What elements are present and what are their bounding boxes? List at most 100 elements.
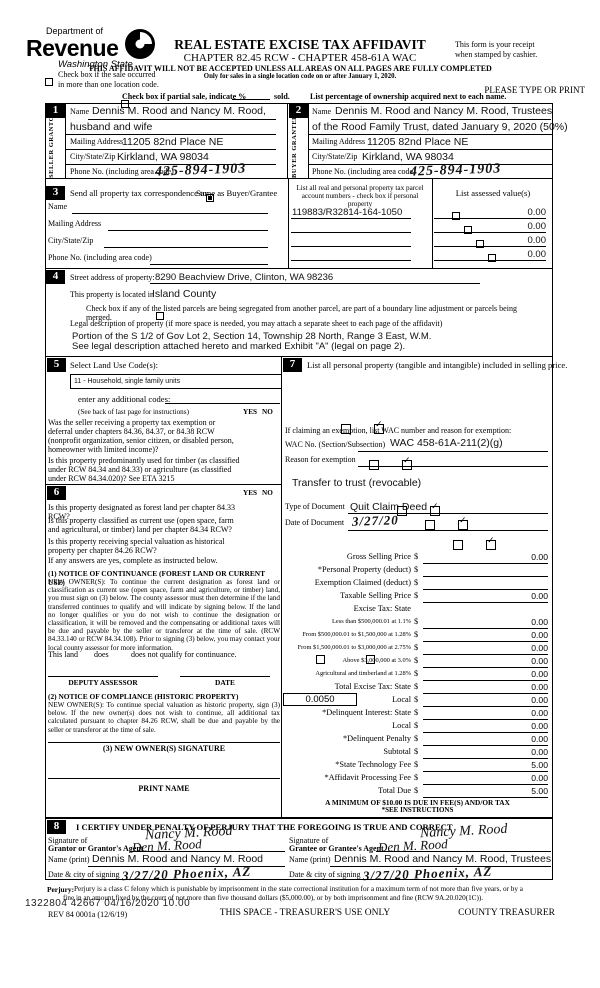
tax-row-value[interactable]: 0.00 bbox=[531, 630, 548, 640]
tax-row-label: From $1,500,000.01 to $3,000,000 at 2.75… bbox=[297, 644, 411, 651]
land-use-code-select[interactable]: 11 - Household, single family units bbox=[70, 374, 282, 389]
current-use-yes-checkbox[interactable] bbox=[425, 520, 435, 531]
parcel-personal-checkbox-0[interactable] bbox=[452, 212, 460, 221]
seller-exemption-yes-checkbox[interactable] bbox=[341, 424, 351, 435]
tax-row-value[interactable]: 0.00 bbox=[531, 669, 548, 679]
correspondence-phone-input[interactable] bbox=[150, 264, 268, 265]
parcel-assessed-2[interactable]: 0.00 bbox=[527, 235, 547, 246]
parcel-account-input-1[interactable] bbox=[291, 232, 411, 233]
parcel-personal-checkbox-1[interactable] bbox=[464, 226, 472, 235]
seller-exemption-no-checkbox[interactable] bbox=[374, 421, 384, 435]
qualify-does-not-checkbox[interactable] bbox=[366, 654, 375, 664]
correspondence-mailing-input[interactable] bbox=[108, 230, 268, 231]
reason-exemption-value[interactable]: Transfer to trust (revocable) bbox=[292, 477, 422, 489]
agency-department-label: Department of bbox=[46, 26, 104, 36]
historic-property-yes-checkbox[interactable] bbox=[453, 540, 463, 551]
partial-sale-percent-input[interactable] bbox=[232, 99, 270, 100]
tax-row-value[interactable]: 0.00 bbox=[531, 552, 548, 562]
qualify-does-checkbox[interactable] bbox=[316, 654, 325, 664]
land-use-code-value: 11 - Household, single family units bbox=[74, 378, 181, 385]
parcel-account-input-2[interactable] bbox=[291, 246, 411, 247]
tax-row-value[interactable]: 0.00 bbox=[531, 695, 548, 705]
tax-row-value[interactable]: 5.00 bbox=[531, 786, 548, 796]
tax-row-value[interactable]: 0.00 bbox=[531, 773, 548, 783]
street-address-value[interactable]: 8290 Beachview Drive, Clinton, WA 98236 bbox=[155, 272, 334, 283]
treasurer-stamp-text: 1322804 42667 04/16/2020 10.00 bbox=[25, 898, 191, 909]
correspondence-name-input[interactable] bbox=[72, 213, 268, 214]
parcel-personal-checkbox-2[interactable] bbox=[476, 240, 484, 249]
forest-land-yes-checkbox[interactable] bbox=[397, 506, 407, 517]
current-use-no-checkbox[interactable] bbox=[458, 517, 468, 531]
additional-codes-input[interactable] bbox=[165, 403, 280, 404]
parcel-assessed-1[interactable]: 0.00 bbox=[527, 221, 547, 232]
seller-citystatezip-value[interactable]: Kirkland, WA 98034 bbox=[117, 151, 209, 163]
print-name-line[interactable] bbox=[48, 778, 280, 779]
treasurer-space-label: THIS SPACE - TREASURER'S USE ONLY bbox=[219, 908, 391, 918]
tax-row-value[interactable]: 0.00 bbox=[531, 747, 548, 757]
date-of-document-label: Date of Document bbox=[285, 518, 345, 527]
timber-agriculture-no-checkbox[interactable] bbox=[402, 457, 412, 471]
tax-row-line bbox=[423, 771, 548, 772]
buyer-mailing-value[interactable]: 11205 82nd Place NE bbox=[367, 136, 469, 148]
partial-sale-checkbox[interactable] bbox=[121, 100, 129, 109]
historic-property-no-checkbox[interactable] bbox=[486, 537, 496, 551]
grantee-print-name-value[interactable]: Dennis M. Rood and Nancy M. Rood, Truste… bbox=[334, 853, 552, 865]
seller-mailing-value[interactable]: 11205 82nd Place NE bbox=[122, 136, 224, 148]
legal-description-line2[interactable]: See legal description attached hereto an… bbox=[72, 341, 406, 352]
tax-row-value[interactable]: 0.00 bbox=[531, 643, 548, 653]
tax-row: Excise Tax: State bbox=[283, 604, 551, 617]
grantee-date-city-value[interactable]: 3/27/20 Phoenix, AZ bbox=[362, 863, 493, 884]
tax-row: Less than $500,000.01 at 1.1% $0.00 bbox=[283, 617, 551, 630]
exemption-note: If claiming an exemption, list WAC numbe… bbox=[285, 426, 512, 435]
multi-location-code-checkbox[interactable] bbox=[45, 78, 53, 87]
parcel-account-0[interactable]: 119883/R32814-164-1050 bbox=[292, 207, 403, 218]
partial-sale-label: Check box if partial sale, indicate % bbox=[122, 92, 247, 101]
tax-row-value[interactable]: 0.00 bbox=[531, 591, 548, 601]
buyer-name-line1[interactable]: Dennis M. Rood and Nancy M. Rood, Truste… bbox=[335, 105, 553, 117]
parcel-header-line1: List all real and personal property tax … bbox=[296, 184, 424, 192]
segregated-parcels-checkbox[interactable] bbox=[156, 312, 164, 321]
buyer-name-line2[interactable]: of the Rood Family Trust, dated January … bbox=[312, 121, 568, 133]
wac-number-label: WAC No. (Section/Subsection) bbox=[285, 440, 386, 449]
type-of-document-value[interactable]: Quit Claim Deed bbox=[350, 501, 428, 513]
tax-row-value[interactable]: 0.00 bbox=[531, 708, 548, 718]
tax-row-currency-symbol: $ bbox=[414, 617, 419, 626]
personal-property-input[interactable] bbox=[285, 374, 547, 404]
buyer-citystatezip-value[interactable]: Kirkland, WA 98034 bbox=[362, 151, 454, 163]
land-use-instructions-note: (See back of last page for instructions) bbox=[78, 408, 189, 416]
seller-name-line2[interactable]: husband and wife bbox=[70, 121, 153, 133]
wac-number-value[interactable]: WAC 458-61A-211(2)(g) bbox=[390, 437, 503, 449]
parcel-assessed-3[interactable]: 0.00 bbox=[527, 249, 547, 260]
tax-row-value[interactable]: 0.00 bbox=[531, 734, 548, 744]
new-owner-signature-line[interactable] bbox=[48, 742, 280, 743]
timber-agriculture-yes-checkbox[interactable] bbox=[369, 460, 379, 471]
correspondence-citystatezip-input[interactable] bbox=[104, 247, 268, 248]
grantor-date-city-value[interactable]: 3/27/20 Phoenix, AZ bbox=[121, 863, 252, 884]
parcel-account-input-3[interactable] bbox=[291, 260, 411, 261]
parcel-personal-checkbox-3[interactable] bbox=[488, 254, 496, 263]
forest-land-no-checkbox[interactable] bbox=[430, 503, 440, 517]
tax-row-currency-symbol: $ bbox=[414, 773, 419, 782]
tax-row-label: Exemption Claimed (deduct) bbox=[314, 578, 411, 587]
date-of-document-value[interactable]: 3/27/20 bbox=[351, 512, 399, 529]
section-4-number: 4 bbox=[46, 270, 65, 284]
legal-description-line1[interactable]: Portion of the S 1/2 of Gov Lot 2, Secti… bbox=[72, 331, 432, 342]
tax-row-value[interactable]: 0.00 bbox=[531, 617, 548, 627]
tax-row-value[interactable]: 0.00 bbox=[531, 682, 548, 692]
tax-row-value[interactable]: 0.00 bbox=[531, 656, 548, 666]
deputy-assessor-signature-line[interactable] bbox=[48, 676, 158, 677]
notice-1-body: NEW OWNER(S): To continue the current de… bbox=[48, 578, 280, 652]
buyer-phone-value[interactable]: 425-894-1903 bbox=[409, 161, 502, 180]
street-address-label: Street address of property: bbox=[70, 273, 155, 282]
if-yes-note: If any answers are yes, complete as inst… bbox=[48, 556, 218, 565]
correspondence-citystatezip-label: City/State/Zip bbox=[48, 236, 94, 245]
located-in-value[interactable]: Island County bbox=[152, 288, 217, 300]
parcel-assessed-0[interactable]: 0.00 bbox=[527, 207, 547, 218]
tax-row-value[interactable]: 5.00 bbox=[531, 760, 548, 770]
deputy-assessor-date-line[interactable] bbox=[180, 676, 270, 677]
grantor-print-name-value[interactable]: Dennis M. Rood and Nancy M. Rood bbox=[92, 853, 263, 865]
tax-row-value[interactable]: 0.00 bbox=[531, 721, 548, 731]
same-as-buyer-checkbox[interactable] bbox=[206, 194, 214, 203]
local-rate-box[interactable]: 0.0050 bbox=[283, 693, 357, 706]
seller-name-line1[interactable]: Dennis M. Rood and Nancy M. Rood, bbox=[92, 105, 266, 117]
